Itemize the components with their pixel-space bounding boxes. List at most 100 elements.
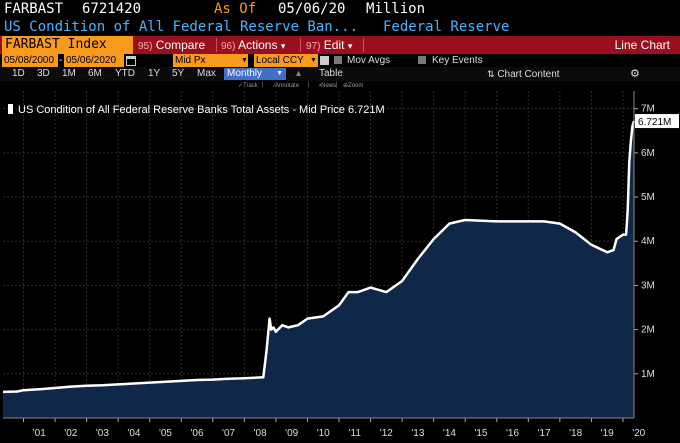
currency-select[interactable]: Local CCY [254, 54, 318, 67]
x-tick-label: '10 [317, 428, 330, 439]
unit-label: Million [366, 1, 426, 17]
x-tick-label: '07 [222, 428, 235, 439]
security-field[interactable]: FARBAST Index [2, 36, 133, 54]
chevron-down-icon: ▼ [276, 70, 283, 77]
calendar-icon[interactable] [126, 55, 136, 66]
news-label: News [321, 83, 337, 89]
period-3d[interactable]: 3D [37, 68, 50, 79]
chart-tools-row: ✓ Track | ⁄ Annotate | ▪ News | ⊕ Zoom [0, 81, 680, 91]
last-value-text: 6.721M [638, 117, 671, 128]
period-ytd[interactable]: YTD [115, 68, 135, 79]
x-tick-label: '04 [127, 428, 140, 439]
news-tool[interactable]: ▪ News [319, 83, 337, 89]
legend-label: US Condition of All Federal Reserve Bank… [18, 104, 345, 116]
x-tick-label: '12 [380, 428, 393, 439]
x-axis: '01 '02 '03 '04 '05 '06 '07 '08 '09 '10 '11 '12 '13 '… [3, 417, 646, 439]
x-tick-label: '19 [601, 428, 614, 439]
legend-swatch [8, 104, 13, 114]
gear-icon[interactable]: ⚙ [630, 68, 640, 80]
last-value-box [635, 114, 679, 129]
mov-avgs-label: Mov Avgs [347, 55, 391, 66]
period-1d[interactable]: 1D [12, 68, 25, 79]
series-line [2, 120, 636, 394]
zoom-label: Zoom [348, 83, 364, 89]
price-field-select[interactable]: Mid Px [173, 54, 248, 67]
period-selector-row: 1D 3D 1M 6M YTD 1Y 5Y Max Monthly ▼ ▴ Ta… [0, 67, 680, 81]
x-tick-label: '06 [191, 428, 204, 439]
mov-avgs-checkbox[interactable] [334, 56, 342, 64]
x-tick-label: '03 [96, 428, 109, 439]
as-of-label: As Of [214, 1, 257, 17]
date-separator: - [59, 55, 63, 66]
key-events-label: Key Events [432, 55, 483, 66]
y-tick-label: 4M [641, 236, 655, 247]
x-tick-label: '02 [64, 428, 77, 439]
annotate-label: Annotate [275, 83, 300, 89]
actions-function-number: 96) [221, 41, 236, 52]
y-tick-label: 5M [641, 192, 655, 203]
y-tick-label: 7M [641, 104, 655, 115]
x-tick-label: '15 [474, 428, 487, 439]
chart-type-button[interactable]: Line Chart [614, 38, 670, 52]
period-5y[interactable]: 5Y [172, 68, 185, 79]
chart-icon[interactable]: ▴ [296, 68, 302, 79]
tool-divider: | [308, 82, 310, 88]
edit-button[interactable]: 97) Edit ▾ [306, 36, 352, 54]
frequency-label: Monthly [227, 68, 263, 79]
period-1y[interactable]: 1Y [148, 68, 161, 79]
x-tick-label: '05 [159, 428, 172, 439]
x-tick-label: '01 [33, 428, 46, 439]
x-tick-label: '18 [569, 428, 582, 439]
period-6m[interactable]: 6M [88, 68, 102, 79]
x-tick-label: '20 [632, 428, 645, 439]
security-header-row: FARBAST 6721420 As Of 05/06/20 Million [0, 0, 680, 18]
compare-label: Compare [155, 38, 206, 52]
chevron-down-icon: ▼ [241, 57, 248, 64]
function-toolbar: FARBAST Index 95) Compare 96) Actions ▾ … [0, 36, 680, 54]
chart-legend: US Condition of All Federal Reserve Bank… [8, 103, 385, 117]
x-tick-label: '13 [411, 428, 424, 439]
zoom-tool[interactable]: ⊕ Zoom [343, 83, 364, 89]
period-max[interactable]: Max [197, 68, 216, 79]
y-axis: 1M 2M 3M 4M 5M 6M 7M [633, 91, 655, 418]
dropdown-toggle-icon[interactable] [320, 56, 329, 65]
chevron-down-icon: ▾ [280, 41, 286, 51]
period-1m[interactable]: 1M [62, 68, 76, 79]
last-value-marker: 6.721M [635, 114, 679, 129]
x-tick-label: '14 [443, 428, 456, 439]
y-tick-label: 3M [641, 280, 655, 291]
chart-settings-icon: ⇅ [487, 69, 495, 79]
y-tick-label: 2M [641, 325, 655, 336]
toolbar-divider [216, 38, 217, 52]
chart-options-row: 05/08/2000 - 05/06/2020 Mid Px ▼ Local C… [0, 54, 680, 67]
x-tick-label: '09 [285, 428, 298, 439]
y-tick-label: 6M [641, 148, 655, 159]
x-tick-label: '16 [506, 428, 519, 439]
actions-label: Actions [238, 38, 278, 52]
track-tool[interactable]: ✓ Track [238, 83, 258, 89]
chart-content-button[interactable]: ⇅ Chart Content [487, 67, 560, 82]
edit-function-number: 97) [306, 41, 321, 52]
frequency-select[interactable]: Monthly ▼ [224, 68, 286, 80]
data-source: Federal Reserve [383, 19, 510, 35]
tool-divider: | [336, 82, 338, 88]
edit-label: Edit [323, 38, 345, 52]
area-fill [3, 121, 634, 418]
actions-button[interactable]: 96) Actions ▾ [221, 36, 285, 54]
x-tick-label: '17 [538, 428, 551, 439]
description-row: US Condition of All Federal Reserve Ban.… [0, 18, 680, 36]
table-button[interactable]: Table [319, 68, 343, 79]
end-date-field[interactable]: 05/06/2020 [64, 54, 124, 67]
start-date-field[interactable]: 05/08/2000 [2, 54, 58, 67]
key-events-checkbox[interactable] [418, 56, 426, 64]
compare-button[interactable]: 95) Compare [138, 36, 205, 54]
chevron-down-icon: ▾ [347, 41, 353, 51]
x-tick-label: '11 [349, 428, 362, 439]
legend-last-value: 6.721M [347, 104, 385, 116]
last-value: 6721420 [82, 1, 142, 17]
as-of-date: 05/06/20 [278, 1, 346, 17]
ticker-label: FARBAST [4, 1, 64, 17]
annotate-tool[interactable]: ⁄ Annotate [274, 83, 300, 89]
y-tick-label: 1M [641, 369, 655, 380]
